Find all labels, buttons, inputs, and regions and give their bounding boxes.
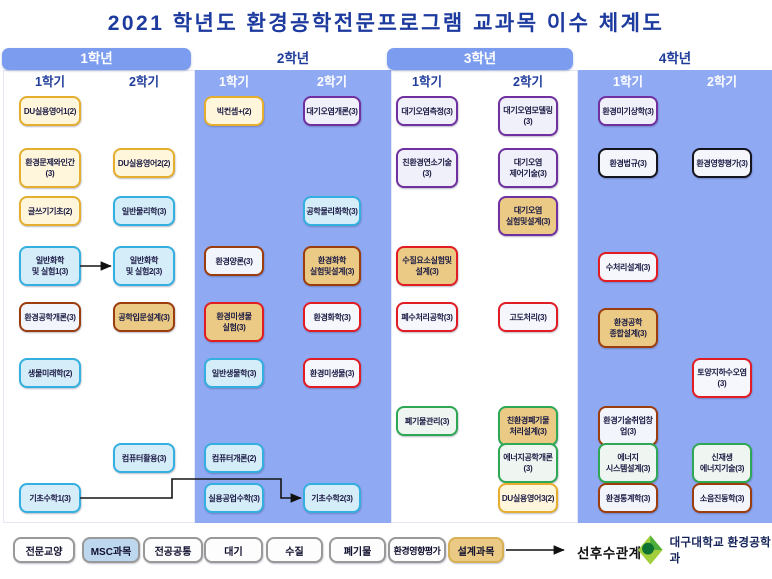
course-box-du_eng3: DU실용영어3(2) (498, 483, 558, 513)
university-logo-icon (638, 535, 663, 565)
course-box-eng_design_intro: 공학입문설계(3) (113, 302, 175, 332)
course-box-writing: 글쓰기기초(2) (19, 196, 81, 226)
legend-item-liberal: 전문교양 (13, 537, 75, 563)
semester-label-2-1: 1학기 (219, 75, 249, 89)
course-box-env_human: 환경문제와인간 (3) (19, 148, 81, 188)
legend-item-waste: 폐기물 (329, 537, 386, 563)
course-box-water_treat_design: 수처리설계(3) (598, 252, 658, 282)
year-header-1: 1학년 (2, 48, 191, 70)
course-box-air_modeling: 대기오염모델링 (3) (498, 96, 558, 136)
course-box-math2: 기초수학2(3) (303, 483, 361, 513)
legend-item-air: 대기 (204, 537, 263, 563)
course-box-energy_sys_design: 에너지 시스템설계(3) (598, 443, 658, 483)
course-box-computer_app: 컴퓨터활용(3) (113, 443, 175, 473)
course-box-renewable: 신재생 에너지기술(3) (692, 443, 752, 483)
semester-label-3-2: 2학기 (513, 75, 543, 89)
course-box-air_lab_design: 대기오염 실험및설계(3) (498, 196, 558, 236)
course-box-wastewater: 폐수처리공학(3) (396, 302, 458, 332)
legend-item-msc: MSC과목 (82, 537, 140, 563)
course-box-physics: 일반물리학(3) (113, 196, 175, 226)
course-box-env_intro: 환경공학개론(3) (19, 302, 81, 332)
year-header-2: 2학년 (276, 51, 310, 66)
legend-arrow-label: 선후수관계 (577, 546, 642, 561)
legend-item-water: 수질 (266, 537, 323, 563)
semester-label-4-2: 2학기 (707, 75, 737, 89)
course-box-gen_bio: 일반생물학(3) (204, 358, 264, 388)
legend-item-eia: 환경영향평가 (388, 537, 446, 563)
course-box-env_stats: 환경통계학(3) (598, 483, 658, 513)
university-logo: 대구대학교 환경공학과 (638, 534, 772, 566)
course-box-math1: 기초수학1(3) (19, 483, 81, 513)
course-box-energy_intro: 에너지공학개론 (3) (498, 443, 558, 483)
course-box-green_combustion: 친환경연소기술 (3) (396, 148, 458, 188)
course-box-air_control: 대기오염 제어기술(3) (498, 148, 558, 188)
course-box-du_eng1: DU실용영어1(2) (19, 96, 81, 126)
course-box-env_micro_lab: 환경미생물 실험(3) (204, 302, 264, 342)
course-box-env_micro: 환경미생물(3) (303, 358, 361, 388)
legend-item-design: 설계과목 (448, 537, 504, 563)
course-box-computer_intro: 컴퓨터개론(2) (204, 443, 264, 473)
course-box-env_law: 환경법규(3) (598, 148, 658, 178)
semester-label-1-1: 1학기 (35, 75, 65, 89)
course-box-soil_gw: 토양지하수오염 (3) (692, 358, 752, 398)
course-box-env_chem_design: 환경화학 실험및설계(3) (303, 246, 361, 286)
semester-label-3-1: 1학기 (412, 75, 442, 89)
course-box-micro_meteo: 환경미기상학(3) (598, 96, 658, 126)
course-box-big_concept: 빅컨셉+(2) (204, 96, 264, 126)
university-logo-text: 대구대학교 환경공학과 (669, 537, 772, 565)
semester-label-2-2: 2학기 (317, 75, 347, 89)
semester-label-1-2: 2학기 (129, 75, 159, 89)
course-box-adv_treatment: 고도처리(3) (498, 302, 558, 332)
course-box-career: 환경기술취업창 업(3) (598, 406, 658, 446)
legend-item-common: 전공공통 (143, 537, 203, 563)
course-box-air_measure: 대기오염측정(3) (396, 96, 458, 126)
course-box-env_chem: 환경화학(3) (303, 302, 361, 332)
course-box-chem2: 일반화학 및 실험2(3) (113, 246, 175, 286)
page-title: 2021 학년도 환경공학전문프로그램 교과목 이수 체계도 (107, 12, 665, 35)
course-box-du_eng2: DU실용영어2(2) (113, 148, 175, 178)
year-header-4: 4학년 (658, 51, 692, 66)
course-box-bio_future: 생물미래학(2) (19, 358, 81, 388)
prerequisite-arrow-icon (506, 545, 565, 555)
semester-label-4-1: 1학기 (613, 75, 643, 89)
course-box-waste_mgmt: 폐기물관리(3) (396, 406, 458, 436)
course-box-eng_phys_chem: 공학물리화학(3) (303, 196, 361, 226)
course-box-water_lab_design: 수질요소실험및 설계(3) (396, 246, 458, 286)
course-box-eia_course: 환경영향평가(3) (692, 148, 752, 178)
course-box-green_waste_design: 친환경폐기물 처리설계(3) (498, 406, 558, 446)
course-box-env_stoich: 환경양론(3) (204, 246, 264, 276)
course-box-air_intro: 대기오염개론(3) (303, 96, 361, 126)
course-box-chem1: 일반화학 및 실험1(3) (19, 246, 81, 286)
year-header-3: 3학년 (387, 48, 573, 70)
course-box-ind_math: 실용공업수학(3) (204, 483, 264, 513)
course-box-noise_vib: 소음진동학(3) (692, 483, 752, 513)
course-box-capstone: 환경공학 종합설계(3) (598, 308, 658, 348)
